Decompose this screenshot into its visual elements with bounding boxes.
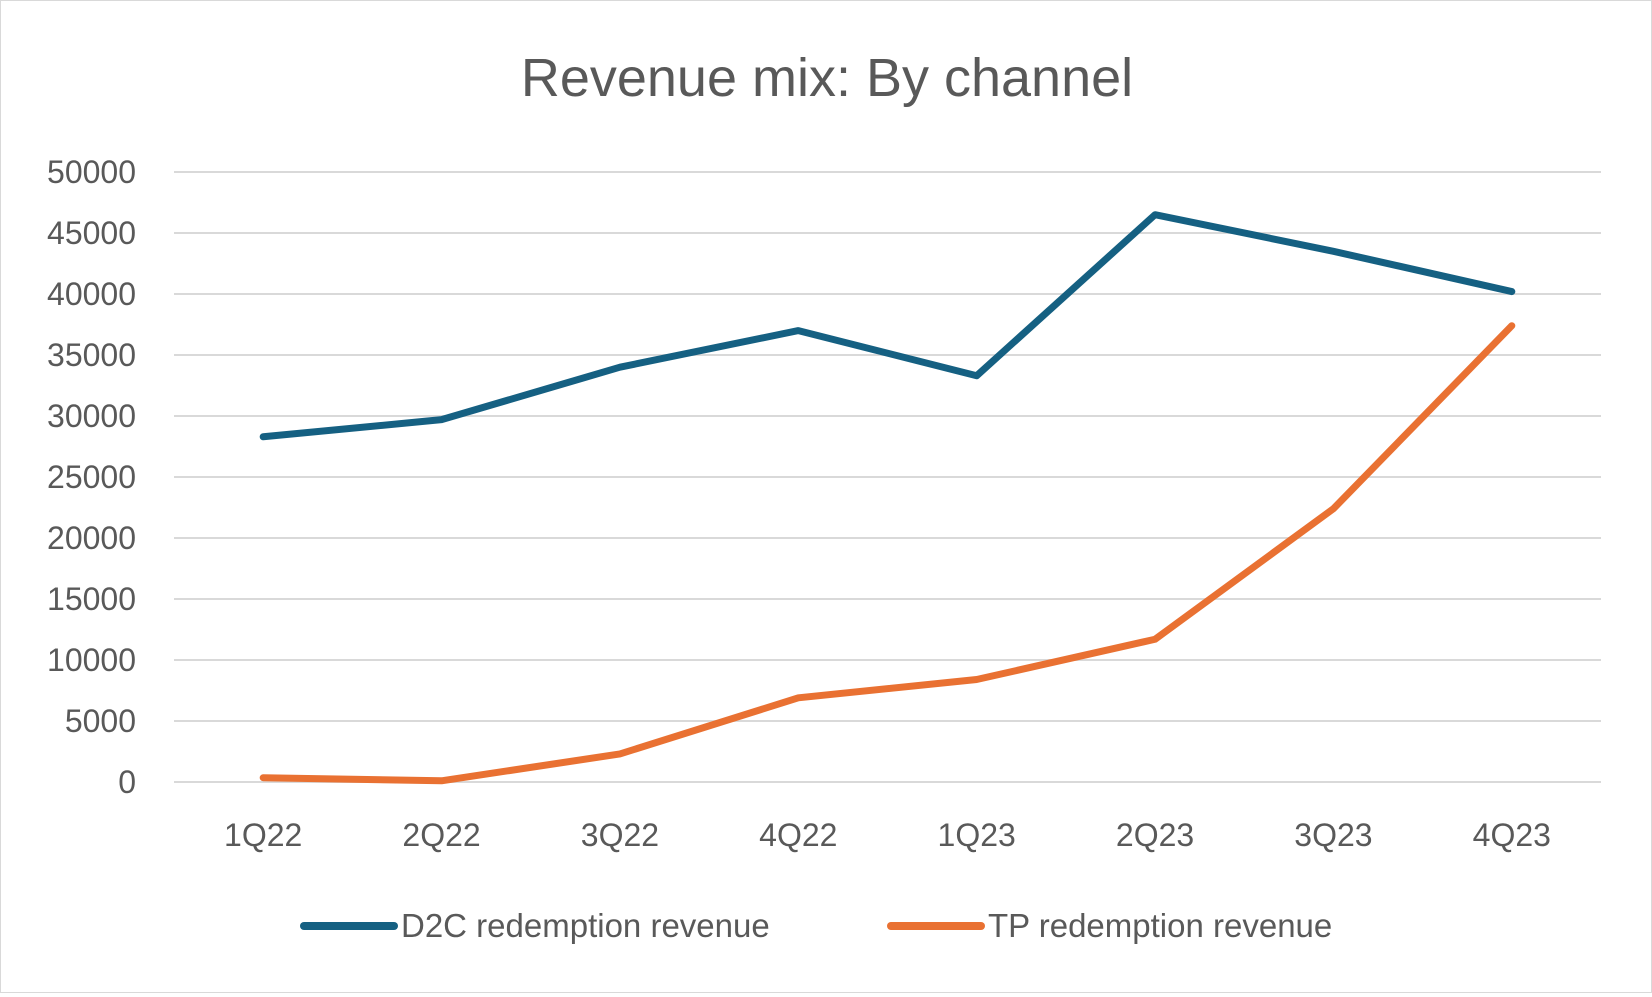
y-tick-label: 45000 bbox=[47, 215, 136, 251]
y-tick-label: 0 bbox=[118, 764, 136, 800]
legend-label: D2C redemption revenue bbox=[401, 907, 770, 944]
legend-label: TP redemption revenue bbox=[988, 907, 1332, 944]
chart-title: Revenue mix: By channel bbox=[521, 48, 1133, 108]
x-tick-label: 3Q22 bbox=[581, 817, 659, 853]
x-tick-label: 2Q22 bbox=[402, 817, 480, 853]
y-tick-label: 15000 bbox=[47, 581, 136, 617]
x-tick-label: 4Q22 bbox=[759, 817, 837, 853]
series-line-tp bbox=[263, 326, 1512, 781]
legend: D2C redemption revenue TP redemption reve… bbox=[304, 907, 1332, 944]
y-tick-label: 20000 bbox=[47, 520, 136, 556]
x-tick-label: 1Q22 bbox=[224, 817, 302, 853]
y-tick-label: 10000 bbox=[47, 642, 136, 678]
y-tick-label: 30000 bbox=[47, 398, 136, 434]
y-tick-label: 35000 bbox=[47, 337, 136, 373]
x-axis-ticks: 1Q22 2Q22 3Q22 4Q22 1Q23 2Q23 3Q23 4Q23 bbox=[224, 817, 1551, 853]
y-tick-label: 40000 bbox=[47, 276, 136, 312]
series-line-d2c bbox=[263, 215, 1512, 437]
x-tick-label: 4Q23 bbox=[1473, 817, 1551, 853]
y-axis-ticks: 0 5000 10000 15000 20000 25000 30000 35000 40000… bbox=[47, 154, 136, 800]
x-tick-label: 2Q23 bbox=[1116, 817, 1194, 853]
series-lines bbox=[263, 215, 1512, 781]
x-tick-label: 3Q23 bbox=[1294, 817, 1372, 853]
y-tick-label: 25000 bbox=[47, 459, 136, 495]
y-tick-label: 50000 bbox=[47, 154, 136, 190]
x-tick-label: 1Q23 bbox=[938, 817, 1016, 853]
y-tick-label: 5000 bbox=[65, 703, 136, 739]
